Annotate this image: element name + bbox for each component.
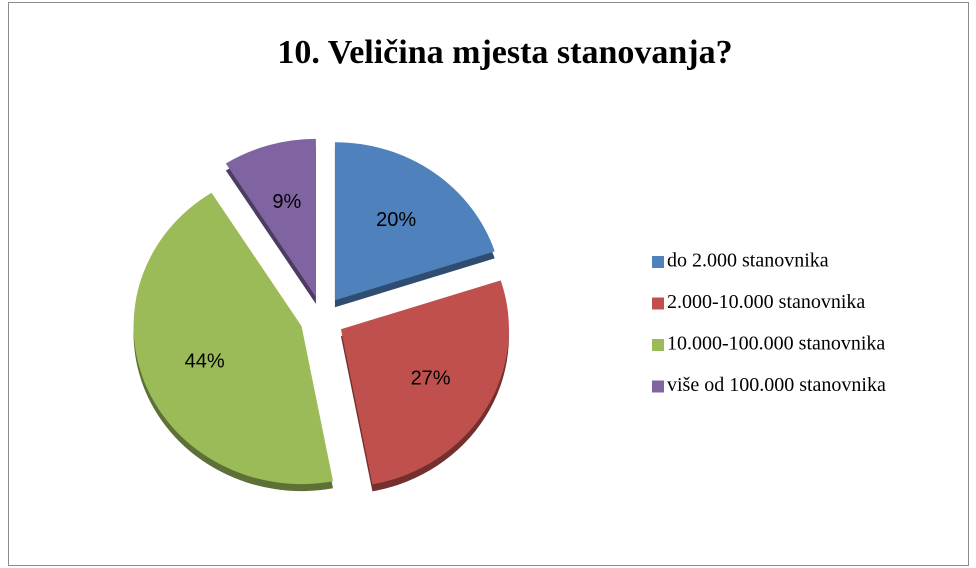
slice (225, 138, 316, 297)
legend-label: do 2.000 stanovnika (667, 250, 829, 272)
legend-swatch (652, 256, 664, 268)
legend-swatch (652, 380, 664, 393)
data-label: 27% (411, 367, 451, 389)
slice (340, 280, 509, 485)
chart-title: 10. Veličina mjesta stanovanja? (277, 34, 732, 71)
legend-swatch (652, 339, 664, 351)
data-label: 9% (272, 191, 301, 213)
slice (334, 142, 495, 301)
data-label: 44% (185, 350, 225, 372)
legend-label: 10.000-100.000 stanovnika (667, 333, 885, 355)
data-label: 20% (376, 209, 416, 231)
legend-label: 2.000-10.000 stanovnika (667, 291, 865, 313)
slice (133, 192, 334, 485)
legend-swatch (652, 297, 664, 310)
legend-label: više od 100.000 stanovnika (667, 374, 886, 396)
